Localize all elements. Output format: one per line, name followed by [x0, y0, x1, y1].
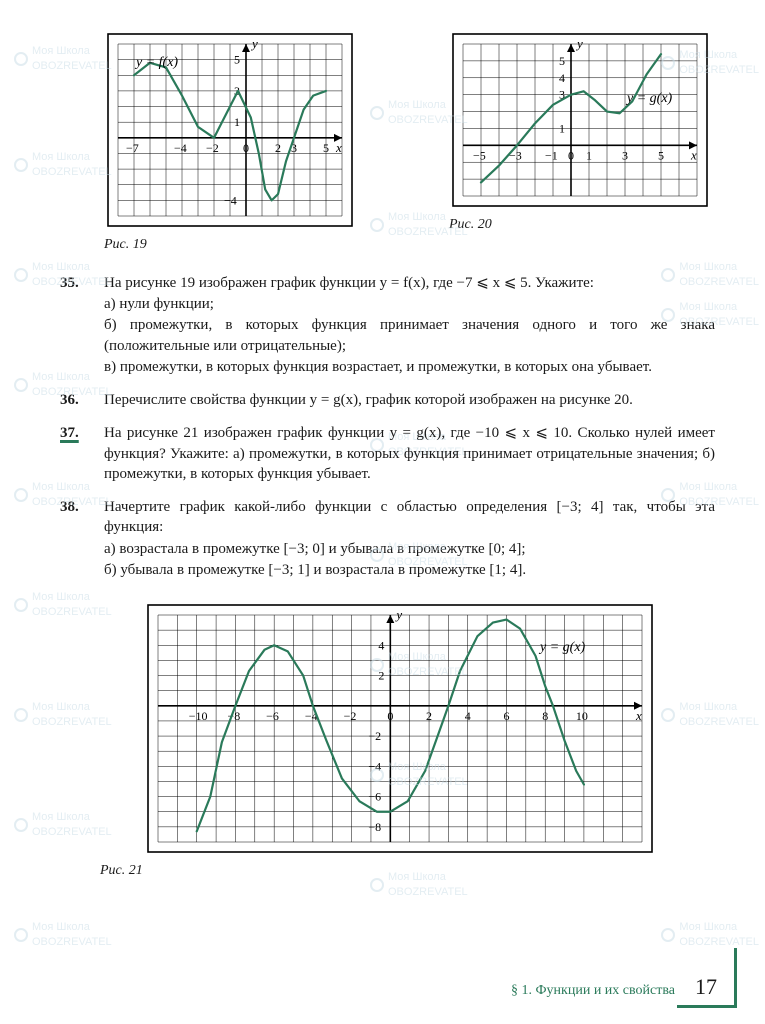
watermark: Моя ШколаOBOZREVATEL [661, 920, 759, 950]
svg-text:10: 10 [576, 709, 588, 723]
svg-text:y: y [394, 607, 402, 622]
svg-text:x: x [335, 140, 342, 155]
svg-text:6: 6 [503, 709, 509, 723]
svg-text:−10: −10 [189, 709, 208, 723]
svg-text:1: 1 [234, 115, 240, 129]
svg-text:5: 5 [559, 54, 565, 68]
svg-text:5: 5 [658, 148, 664, 162]
problem-38-num: 38. [60, 497, 104, 581]
svg-text:1: 1 [559, 121, 565, 135]
chart-21: xy−10−8−6−4−2024681042−2−4−6−8y = g(x) [140, 601, 660, 856]
chart-21-block: xy−10−8−6−4−2024681042−2−4−6−8y = g(x) Р… [140, 601, 715, 881]
svg-text:8: 8 [542, 709, 548, 723]
page-footer: § 1. Функции и их свойства 17 [511, 972, 717, 1002]
problem-35: 35. На рисунке 19 изображен график функц… [60, 273, 715, 378]
svg-text:y = g(x): y = g(x) [625, 91, 673, 106]
problem-38-intro: Начертите график какой-либо функции с об… [104, 497, 715, 538]
watermark: Моя ШколаOBOZREVATEL [14, 150, 112, 180]
page-number: 17 [695, 972, 717, 1002]
svg-text:x: x [635, 708, 642, 723]
svg-text:4: 4 [465, 709, 471, 723]
problem-38-b: б) убывала в промежутке [−3; 1] и возрас… [104, 560, 715, 580]
problem-36-num: 36. [60, 390, 104, 411]
svg-text:−5: −5 [473, 148, 486, 162]
svg-text:−8: −8 [368, 820, 381, 834]
problem-36-body: Перечислите свойства функции y = g(x), г… [104, 390, 715, 411]
svg-text:0: 0 [387, 709, 393, 723]
problem-38-body: Начертите график какой-либо функции с об… [104, 497, 715, 581]
svg-text:−1: −1 [545, 148, 558, 162]
svg-text:5: 5 [323, 141, 329, 155]
problem-35-body: На рисунке 19 изображен график функции y… [104, 273, 715, 378]
problem-38-a: а) возрастала в промежутке [−3; 0] и убы… [104, 539, 715, 559]
svg-text:−2: −2 [206, 141, 219, 155]
problem-38: 38. Начертите график какой-либо функции … [60, 497, 715, 581]
svg-text:4: 4 [559, 71, 565, 85]
svg-text:−2: −2 [344, 709, 357, 723]
watermark: Моя ШколаOBOZREVATEL [14, 700, 112, 730]
problem-35-intro: На рисунке 19 изображен график функции y… [104, 273, 715, 293]
svg-text:2: 2 [378, 669, 384, 683]
top-charts-row: xy−7−4−20235531−4y = f(x) Рис. 19 xy−5−3… [100, 30, 715, 255]
svg-text:5: 5 [234, 53, 240, 67]
svg-text:x: x [690, 147, 697, 162]
svg-text:y: y [575, 36, 583, 51]
svg-text:4: 4 [378, 638, 384, 652]
problem-37-body: На рисунке 21 изображен график функции y… [104, 423, 715, 485]
svg-text:y: y [250, 36, 258, 51]
chart-19-block: xy−7−4−20235531−4y = f(x) Рис. 19 [100, 30, 360, 255]
chart-20: xy−5−3−101355431y = g(x) [445, 30, 715, 210]
problem-37: 37. На рисунке 21 изображен график функц… [60, 423, 715, 485]
svg-text:y = g(x): y = g(x) [538, 640, 586, 655]
problem-36-text: Перечислите свойства функции y = g(x), г… [104, 390, 715, 410]
svg-text:−2: −2 [368, 729, 381, 743]
svg-text:−4: −4 [368, 759, 381, 773]
svg-text:−7: −7 [126, 141, 139, 155]
problem-35-b: б) промежутки, в которых функция принима… [104, 315, 715, 356]
chart-20-caption: Рис. 20 [449, 216, 715, 235]
problem-35-a: а) нули функции; [104, 294, 715, 314]
problem-35-num: 35. [60, 273, 104, 378]
chart-21-caption: Рис. 21 [100, 862, 715, 881]
watermark: Моя ШколаOBOZREVATEL [14, 810, 112, 840]
svg-text:2: 2 [275, 141, 281, 155]
svg-text:−6: −6 [368, 790, 381, 804]
problems: 35. На рисунке 19 изображен график функц… [60, 273, 715, 581]
problem-35-c: в) промежутки, в которых функция возраст… [104, 357, 715, 377]
problem-37-num: 37. [60, 423, 104, 485]
section-title: § 1. Функции и их свойства [511, 982, 675, 1001]
problem-37-text: На рисунке 21 изображен график функции y… [104, 423, 715, 484]
watermark: Моя ШколаOBOZREVATEL [14, 590, 112, 620]
svg-text:−6: −6 [266, 709, 279, 723]
svg-text:0: 0 [243, 141, 249, 155]
svg-text:1: 1 [586, 148, 592, 162]
svg-text:2: 2 [426, 709, 432, 723]
svg-text:−3: −3 [509, 148, 522, 162]
svg-text:3: 3 [622, 148, 628, 162]
chart-19-caption: Рис. 19 [104, 236, 360, 255]
chart-20-block: xy−5−3−101355431y = g(x) Рис. 20 [445, 30, 715, 255]
svg-text:−4: −4 [224, 193, 237, 207]
watermark: Моя ШколаOBOZREVATEL [14, 44, 112, 74]
watermark: Моя ШколаOBOZREVATEL [14, 920, 112, 950]
svg-text:y = f(x): y = f(x) [134, 55, 178, 70]
svg-text:−4: −4 [174, 141, 187, 155]
problem-36: 36. Перечислите свойства функции y = g(x… [60, 390, 715, 411]
svg-text:0: 0 [568, 148, 574, 162]
chart-19: xy−7−4−20235531−4y = f(x) [100, 30, 360, 230]
